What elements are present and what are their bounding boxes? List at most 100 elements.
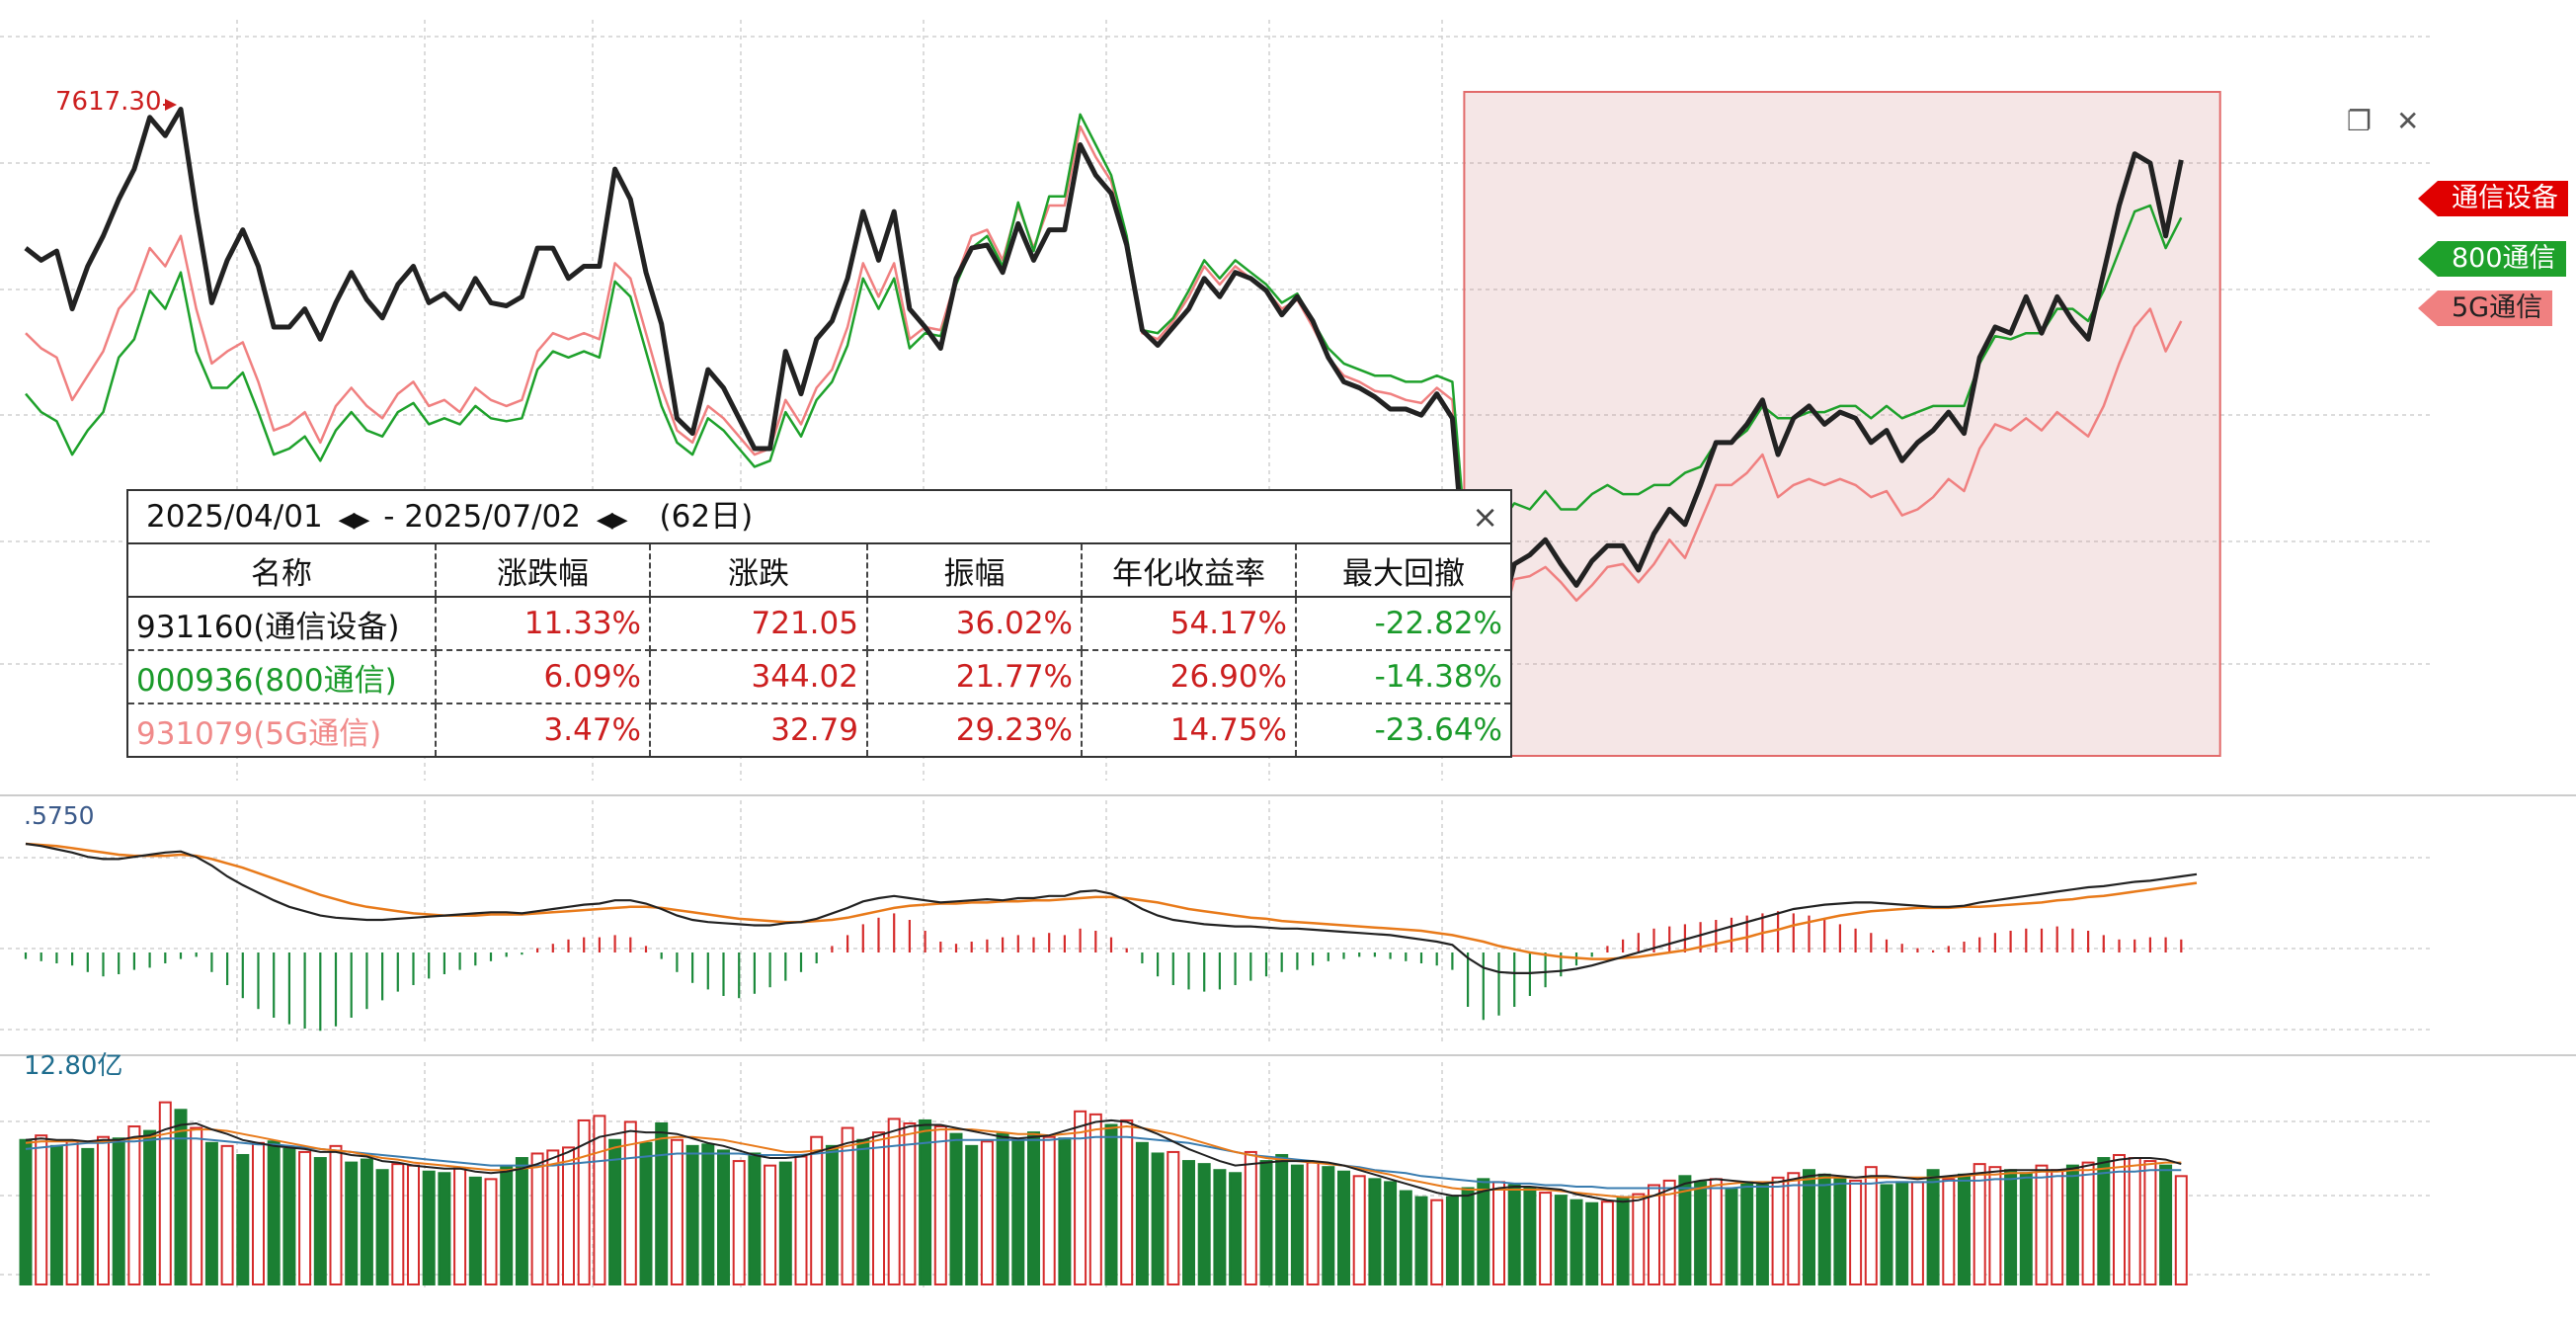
volume-bar (1275, 1153, 1289, 1285)
volume-bar (345, 1161, 359, 1285)
volume-bar (1926, 1169, 1940, 1285)
volume-bar (1306, 1161, 1320, 1285)
volume-bar (1570, 1199, 1583, 1285)
volume-bar (1492, 1181, 1505, 1285)
table-row[interactable]: 931079(5G通信) 3.47% 32.79 29.23% 14.75% -… (128, 703, 1510, 756)
volume-bar (2004, 1169, 2018, 1285)
volume-bar (2174, 1175, 2188, 1285)
volume-bar (127, 1125, 141, 1285)
volume-bar (1755, 1184, 1769, 1285)
volume-bar (1864, 1166, 1878, 1285)
volume-bar (655, 1121, 669, 1285)
volume-bar (1958, 1173, 1971, 1285)
volume-bar (282, 1147, 296, 1285)
volume-bar (872, 1131, 885, 1285)
col-chg: 涨跌 (650, 544, 868, 598)
left-right-arrow-icon[interactable]: ◀▶ (338, 508, 370, 533)
volume-bar (1445, 1196, 1459, 1285)
volume-bar (1151, 1152, 1165, 1285)
volume-bar (1849, 1179, 1863, 1285)
volume-bar (97, 1135, 110, 1285)
volume-bar (1771, 1176, 1785, 1285)
volume-bar (623, 1120, 637, 1285)
volume-bar (2097, 1157, 2111, 1285)
volume-bar (19, 1138, 33, 1285)
macd-top-value: .5750 (24, 801, 95, 830)
volume-bar (1880, 1184, 1893, 1285)
volume-bar (1104, 1123, 1118, 1285)
volume-bar (1988, 1166, 2002, 1285)
volume-bar (1616, 1196, 1630, 1285)
volume-bar (670, 1138, 684, 1285)
volume-bar (841, 1126, 854, 1285)
volume-bar (593, 1115, 606, 1285)
volume-bar (1803, 1169, 1815, 1285)
volume-bar (391, 1163, 405, 1285)
volume-bar (933, 1125, 947, 1285)
volume-bar (903, 1121, 917, 1285)
row-drawdown: -23.64% (1374, 712, 1502, 748)
table-row[interactable]: 000936(800通信) 6.09% 344.02 21.77% 26.90%… (128, 650, 1510, 704)
macd-dea-line (25, 842, 2198, 960)
series-tag-5G通信[interactable]: 5G通信 (2417, 290, 2553, 326)
volume-bar (810, 1135, 824, 1285)
volume-bar (313, 1157, 327, 1285)
volume-bar (190, 1126, 203, 1285)
volume-bar (2128, 1157, 2141, 1285)
volume-bar (252, 1141, 265, 1285)
date-to[interactable]: 2025/07/02 (404, 499, 581, 535)
row-amp: 21.77% (867, 650, 1083, 704)
row-name: 000936(800通信) (128, 650, 437, 704)
volume-bar (2081, 1161, 2095, 1285)
row-annual: 54.17% (1082, 597, 1297, 651)
volume-bar (1477, 1178, 1490, 1285)
volume-bar (500, 1166, 514, 1285)
volume-bar (468, 1176, 482, 1285)
volume-bar (407, 1164, 420, 1285)
volume-bar (267, 1140, 281, 1285)
panel-header: 2025/04/01 ◀▶ - 2025/07/02 ◀▶ (62日) × (128, 491, 1510, 544)
volume-bar (298, 1150, 312, 1285)
col-name: 名称 (128, 544, 437, 598)
volume-bar (1694, 1181, 1708, 1285)
stats-table: 名称 涨跌幅 涨跌 振幅 年化收益率 最大回撤 931160(通信设备) 11.… (128, 544, 1510, 756)
volume-bar (112, 1137, 125, 1285)
volume-bar (1058, 1137, 1072, 1285)
volume-bar (1337, 1170, 1350, 1285)
volume-bar (1368, 1178, 1382, 1285)
series-tag-通信设备[interactable]: 通信设备 (2418, 181, 2568, 216)
volume-bar (1662, 1179, 1676, 1285)
volume-bar (1632, 1193, 1646, 1285)
volume-bar (1523, 1187, 1537, 1285)
volume-bar (49, 1144, 63, 1285)
series-tag-800通信[interactable]: 800通信 (2418, 241, 2566, 277)
volume-bar (701, 1143, 715, 1285)
row-amp: 29.23% (867, 703, 1083, 756)
row-chg: 32.79 (650, 703, 868, 756)
volume-bar (1322, 1166, 1335, 1285)
volume-bar (1399, 1190, 1412, 1285)
table-row[interactable]: 931160(通信设备) 11.33% 721.05 36.02% 54.17%… (128, 597, 1510, 651)
row-chg: 721.05 (650, 597, 868, 651)
volume-bar (825, 1144, 839, 1285)
volume-bar (794, 1155, 808, 1285)
volume-bar (1678, 1175, 1692, 1285)
left-right-arrow-icon[interactable]: ◀▶ (596, 508, 628, 533)
close-icon[interactable]: × (1472, 498, 1498, 536)
volume-bar (236, 1153, 250, 1285)
window-icon[interactable]: ❐ (2347, 105, 2373, 137)
volume-bar (81, 1147, 95, 1285)
date-separator: - (383, 499, 395, 535)
close-icon[interactable]: ✕ (2396, 105, 2420, 137)
volume-bar (2159, 1164, 2173, 1285)
volume-bar (1197, 1163, 1211, 1285)
volume-ma_orange-line (25, 1124, 2182, 1199)
volume-bar (174, 1109, 188, 1285)
date-from[interactable]: 2025/04/01 (146, 499, 323, 535)
volume-bar (1088, 1113, 1102, 1285)
row-annual: 14.75% (1082, 703, 1297, 756)
volume-bar (1074, 1110, 1087, 1285)
col-drawdown: 最大回撤 (1296, 544, 1510, 598)
volume-bar (1895, 1181, 1909, 1285)
